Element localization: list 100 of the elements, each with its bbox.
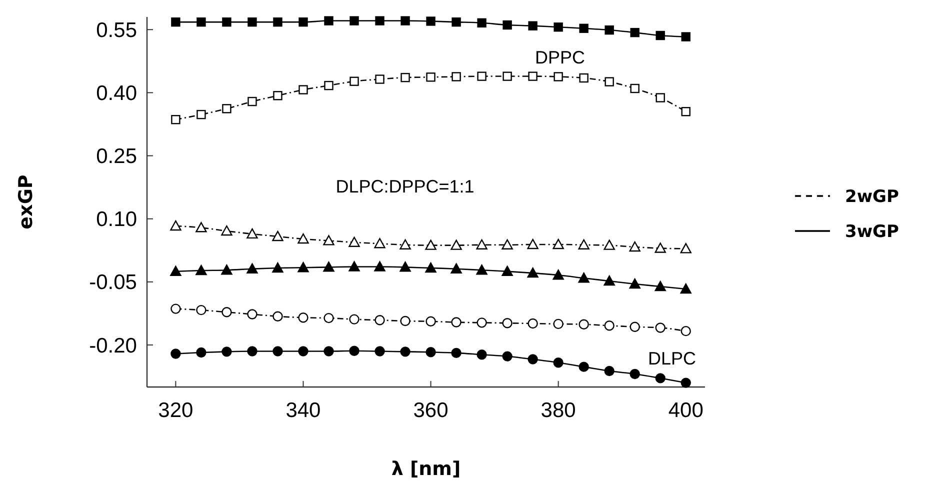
x-tick-label: 360: [413, 399, 448, 422]
point: [451, 317, 462, 328]
point: [630, 84, 640, 94]
point: [630, 28, 640, 38]
point: [630, 368, 640, 380]
point: [552, 238, 564, 250]
y-tick-label: -0.20: [89, 334, 137, 358]
y-tick-label: -0.05: [89, 271, 137, 294]
y-tick-label: 0.10: [96, 208, 137, 232]
point: [680, 243, 692, 254]
point: [272, 346, 283, 356]
point: [476, 350, 487, 360]
point: [374, 261, 386, 272]
point: [655, 322, 666, 333]
annotation: DPPC: [534, 47, 586, 68]
point: [552, 270, 564, 280]
point: [528, 318, 538, 329]
point: [527, 238, 538, 250]
point: [578, 319, 589, 330]
point: [426, 16, 436, 26]
point: [476, 239, 488, 250]
point: [426, 72, 436, 82]
legend-label: 2wGP: [845, 186, 899, 207]
point: [502, 266, 513, 276]
point: [426, 316, 436, 327]
point: [171, 114, 180, 124]
point: [656, 30, 665, 40]
y-tick-label: 0.40: [96, 82, 137, 106]
point: [680, 283, 692, 294]
point: [273, 91, 282, 100]
point: [246, 228, 258, 239]
y-tick-label: 0.25: [96, 145, 137, 168]
point: [656, 93, 665, 102]
point: [554, 72, 563, 82]
point: [604, 320, 614, 331]
point: [400, 16, 410, 26]
point: [374, 346, 385, 356]
point: [248, 96, 257, 106]
point: [350, 76, 359, 86]
point: [272, 262, 284, 273]
point: [579, 24, 588, 33]
point: [272, 230, 284, 242]
point: [629, 278, 640, 289]
point: [578, 272, 590, 283]
point: [349, 346, 360, 356]
point: [375, 74, 384, 84]
point: [681, 107, 690, 116]
point: [196, 304, 206, 316]
x-tick-label: 340: [286, 399, 321, 422]
point: [604, 366, 614, 376]
point: [604, 77, 614, 86]
point: [528, 72, 538, 81]
x-axis-title: λ [nm]: [391, 458, 461, 480]
point: [170, 304, 181, 314]
point: [196, 264, 207, 276]
point: [452, 72, 461, 82]
point: [298, 85, 308, 94]
point: [502, 72, 512, 81]
point: [450, 263, 462, 274]
point: [196, 110, 206, 120]
point: [400, 262, 411, 272]
point: [221, 264, 232, 275]
x-tick-label: 400: [668, 399, 704, 422]
point: [502, 351, 512, 362]
point: [222, 104, 232, 114]
point: [554, 22, 563, 32]
point: [170, 348, 181, 359]
point: [324, 80, 334, 90]
y-tick-label: 0.55: [96, 18, 137, 42]
point: [400, 346, 410, 357]
point: [680, 378, 691, 388]
point: [426, 347, 436, 358]
point: [450, 240, 462, 250]
point: [375, 16, 384, 26]
point: [604, 240, 615, 250]
point: [578, 239, 590, 250]
point: [247, 309, 258, 320]
point: [400, 72, 410, 82]
y-axis-title: exGP: [15, 174, 37, 230]
annotation: DLPC:DPPC=1:1: [336, 176, 474, 196]
point: [502, 239, 513, 250]
point: [196, 17, 206, 27]
point: [452, 17, 461, 27]
legend-label: 3wGP: [845, 222, 899, 242]
point: [604, 25, 614, 35]
point: [654, 242, 666, 253]
point: [272, 311, 283, 322]
point: [476, 318, 487, 328]
point: [604, 275, 615, 286]
point: [324, 346, 334, 356]
point: [400, 239, 411, 250]
point: [553, 358, 564, 368]
point: [324, 16, 334, 26]
x-tick-label: 320: [158, 399, 194, 422]
point: [170, 266, 182, 276]
point: [425, 240, 436, 250]
point: [349, 314, 360, 324]
point: [298, 262, 309, 272]
point: [451, 348, 462, 358]
point: [247, 346, 258, 356]
